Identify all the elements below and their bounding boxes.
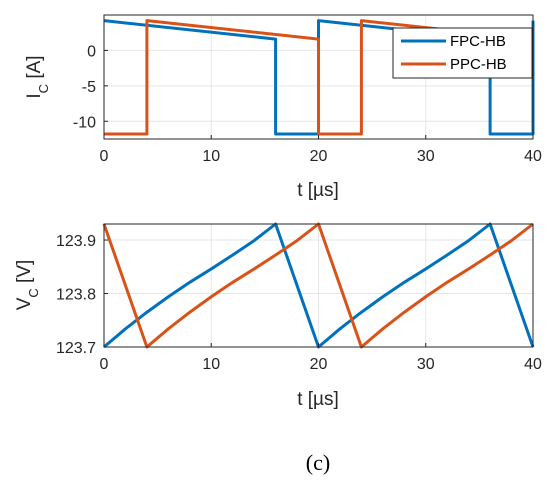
- legend-label-fpc-hb: FPC-HB: [450, 33, 506, 50]
- current-plot-ticks: 0 10 20 30 40 0 -5 -10: [73, 43, 542, 165]
- current-plot-ylabel: IC [A]: [24, 55, 51, 98]
- current-plot-xtick-label: 0: [100, 148, 109, 165]
- current-plot-ytick-label: 0: [87, 43, 96, 60]
- current-plot-xtick-label: 40: [524, 148, 542, 165]
- voltage-plot-ytick-label: 123.7: [56, 340, 96, 357]
- voltage-plot: 0 10 20 30 40 123.7 123.8 123.9 t [µs] VC [V]: [14, 222, 542, 410]
- current-plot-ytick-label: -5: [82, 79, 96, 96]
- voltage-plot-xtick-label: 30: [417, 356, 435, 373]
- current-plot-series-ppc-hb: [104, 19, 534, 136]
- current-plot-xtick-label: 10: [202, 148, 220, 165]
- voltage-plot-ytick-label: 123.9: [56, 233, 96, 250]
- current-plot: 0 10 20 30 40 0 -5 -10 t [µs] IC [A] FPC-HB PPC…: [24, 14, 542, 201]
- current-plot-xlabel: t [µs]: [297, 180, 339, 201]
- voltage-plot-ytick-label: 123.8: [56, 287, 96, 304]
- current-plot-ytick-label: -10: [73, 114, 96, 131]
- current-plot-xtick-label: 30: [417, 148, 435, 165]
- figure-caption: (c): [306, 450, 330, 475]
- voltage-plot-ticks: 0 10 20 30 40 123.7 123.8 123.9: [56, 233, 542, 373]
- voltage-plot-xlabel: t [µs]: [297, 389, 339, 410]
- current-plot-series-fpc-hb: [103, 19, 535, 136]
- voltage-plot-ylabel: VC [V]: [14, 260, 41, 311]
- voltage-plot-xtick-label: 20: [310, 356, 328, 373]
- current-plot-xtick-label: 20: [310, 148, 328, 165]
- voltage-plot-xtick-label: 0: [100, 356, 109, 373]
- legend: FPC-HB PPC-HB: [392, 27, 533, 79]
- legend-label-ppc-hb: PPC-HB: [450, 56, 507, 73]
- legend-box: [392, 27, 533, 79]
- voltage-plot-xtick-label: 10: [202, 356, 220, 373]
- current-plot-series: [103, 19, 535, 136]
- voltage-plot-xtick-label: 40: [524, 356, 542, 373]
